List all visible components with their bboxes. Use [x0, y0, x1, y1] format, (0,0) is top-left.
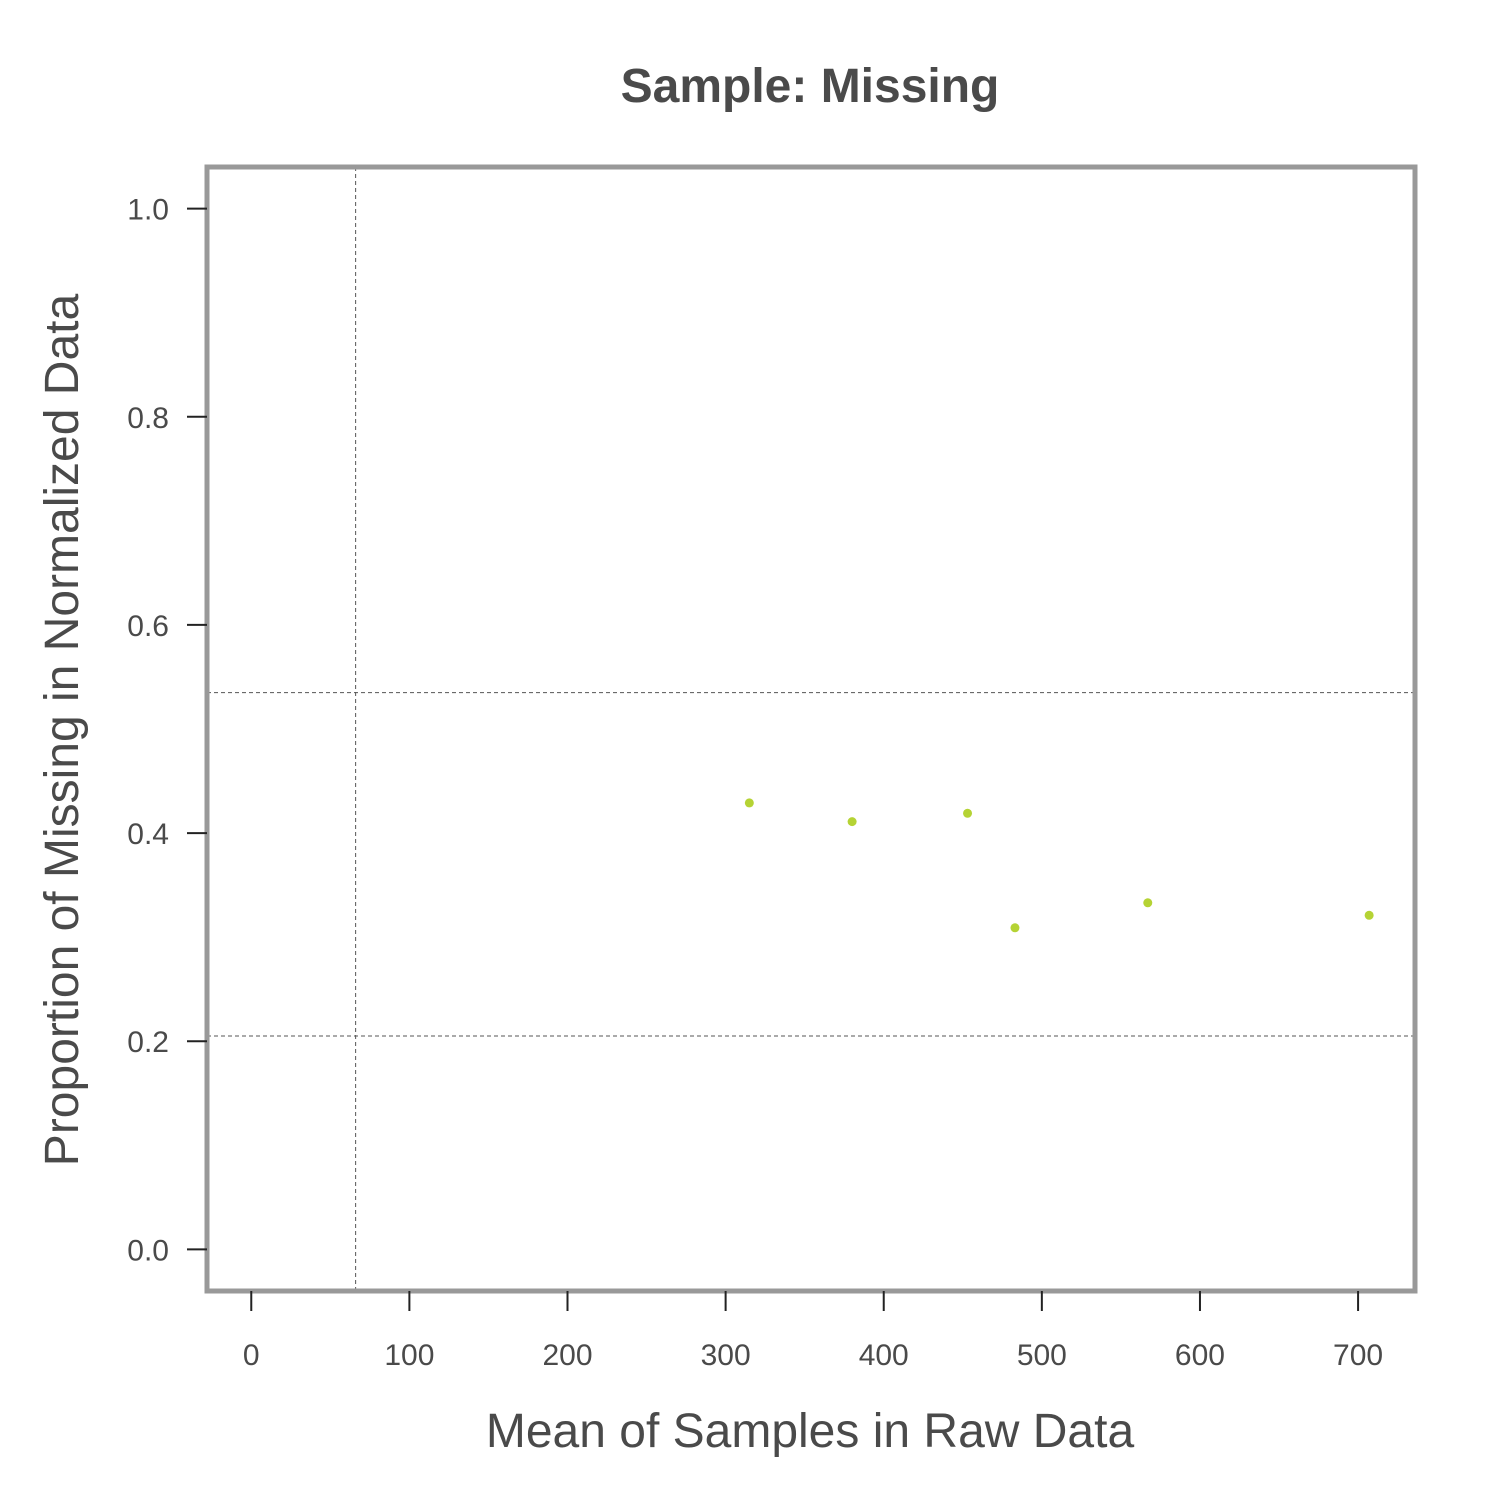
x-tick-label: 300	[701, 1339, 751, 1372]
y-tick-label: 0.4	[127, 818, 169, 851]
y-axis-label: Proportion of Missing in Normalized Data	[36, 294, 89, 1167]
data-point	[1143, 898, 1153, 908]
data-point	[1010, 923, 1020, 933]
y-tick-label: 0.2	[127, 1026, 169, 1059]
data-point	[963, 808, 973, 818]
data-point	[744, 798, 754, 808]
x-tick-label: 100	[384, 1339, 434, 1372]
chart-title: Sample: Missing	[621, 60, 1000, 113]
plot-frame	[204, 164, 1418, 1294]
y-tick-label: 0.8	[127, 402, 169, 435]
plot-layer: 0 100 200 300 400 500 600 700 0.0 0.2 0.4 0.6 0.8 1.0	[127, 164, 1418, 1372]
x-tick-label: 500	[1017, 1339, 1067, 1372]
y-tick-label: 0.6	[127, 610, 169, 643]
y-tick-label: 0.0	[127, 1234, 169, 1267]
x-tick-label: 0	[243, 1339, 260, 1372]
x-tick-label: 700	[1333, 1339, 1383, 1372]
data-point	[1364, 910, 1374, 920]
x-axis-label: Mean of Samples in Raw Data	[486, 1405, 1135, 1458]
data-point	[847, 817, 857, 827]
x-tick-label: 600	[1175, 1339, 1225, 1372]
x-tick-label: 400	[859, 1339, 909, 1372]
y-tick-label: 1.0	[127, 194, 169, 227]
x-tick-label: 200	[542, 1339, 592, 1372]
